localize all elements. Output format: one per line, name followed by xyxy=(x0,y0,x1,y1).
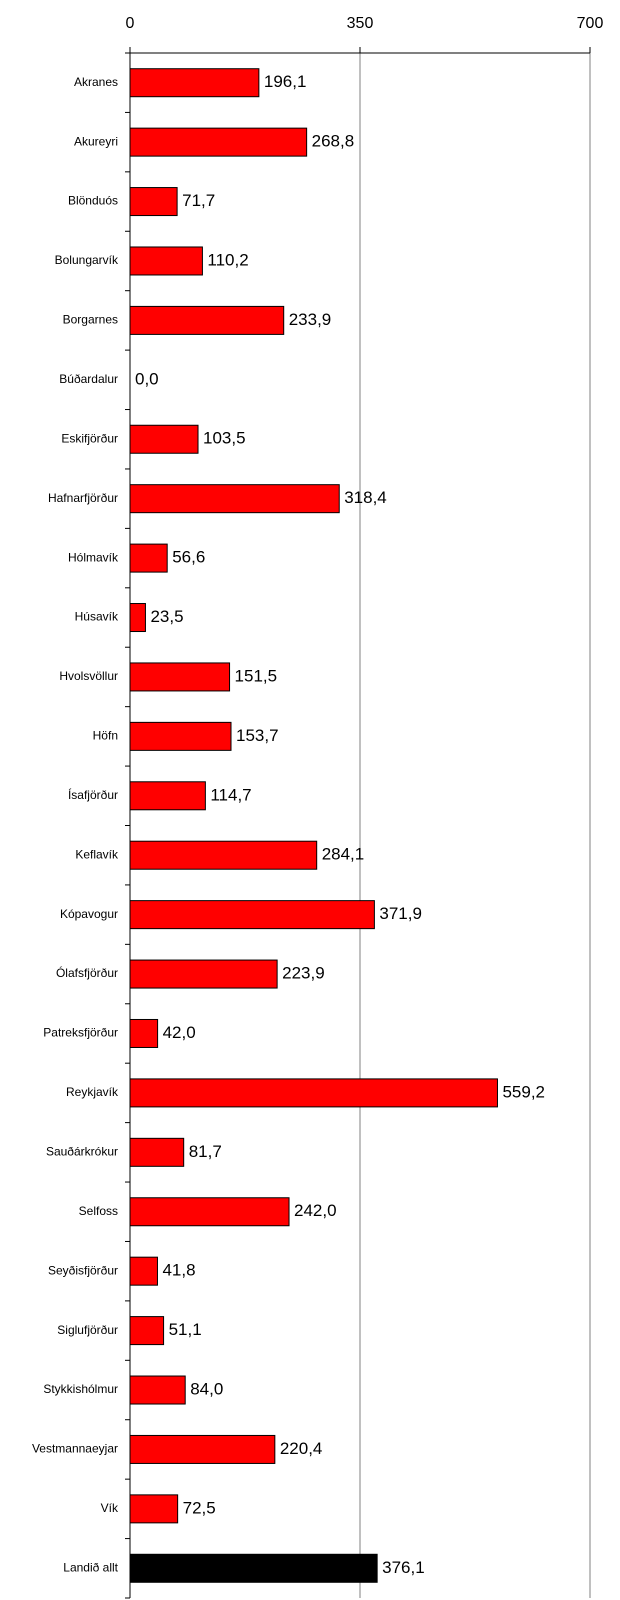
y-tick-label: Bolungarvík xyxy=(55,253,119,267)
y-tick-label: Vestmannaeyjar xyxy=(32,1442,118,1456)
value-label: 103,5 xyxy=(203,429,246,448)
y-tick-label: Hafnarfjörður xyxy=(48,491,118,505)
y-tick-label: Seyðisfjörður xyxy=(48,1263,118,1277)
y-tick-label: Hvolsvöllur xyxy=(59,669,118,683)
bar xyxy=(129,1494,179,1524)
y-tick-label: Reykjavík xyxy=(66,1085,119,1099)
bar xyxy=(129,840,318,870)
bar xyxy=(129,781,206,811)
bar xyxy=(129,305,285,335)
y-tick-label: Keflavík xyxy=(75,847,119,861)
y-tick-label: Akureyri xyxy=(74,134,118,148)
bar xyxy=(129,424,199,454)
value-label: 151,5 xyxy=(235,666,278,685)
value-label: 376,1 xyxy=(382,1558,425,1577)
value-label: 72,5 xyxy=(183,1498,216,1517)
bar xyxy=(129,543,168,573)
bar xyxy=(129,1375,186,1405)
y-tick-label: Kópavogur xyxy=(60,907,118,921)
y-tick-label: Borgarnes xyxy=(63,313,118,327)
y-tick-label: Ísafjörður xyxy=(68,787,118,802)
value-label: 41,8 xyxy=(162,1261,195,1280)
y-tick-label: Selfoss xyxy=(79,1204,118,1218)
y-tick-label: Hólmavík xyxy=(68,550,119,564)
y-tick-label: Stykkishólmur xyxy=(43,1382,118,1396)
y-tick-label: Landið allt xyxy=(63,1560,118,1574)
bar xyxy=(129,1316,165,1346)
value-label: 81,7 xyxy=(189,1142,222,1161)
y-tick-label: Vík xyxy=(101,1501,119,1515)
bar xyxy=(129,1197,290,1227)
value-label: 110,2 xyxy=(207,250,248,269)
x-tick-label: 700 xyxy=(577,15,604,32)
bar xyxy=(129,1553,378,1583)
y-tick-label: Ólafsfjörður xyxy=(56,965,118,980)
y-tick-label: Húsavík xyxy=(75,610,119,624)
value-label: 268,8 xyxy=(312,132,355,151)
bar xyxy=(129,1078,498,1108)
value-label: 114,7 xyxy=(210,785,251,804)
value-label: 84,0 xyxy=(190,1380,223,1399)
bar xyxy=(129,1018,159,1048)
y-tick-label: Patreksfjörður xyxy=(43,1026,118,1040)
value-label: 284,1 xyxy=(322,845,365,864)
bar xyxy=(129,246,203,276)
bar xyxy=(129,484,340,514)
bar xyxy=(129,1137,185,1167)
value-label: 196,1 xyxy=(264,72,307,91)
bar xyxy=(129,68,260,98)
bar xyxy=(129,721,232,751)
bar xyxy=(129,959,278,989)
value-label: 71,7 xyxy=(182,191,215,210)
y-tick-label: Höfn xyxy=(93,729,118,743)
bar xyxy=(129,187,178,217)
bar xyxy=(129,1434,276,1464)
value-label: 371,9 xyxy=(379,904,422,923)
y-tick-label: Blönduós xyxy=(68,194,118,208)
value-label: 56,6 xyxy=(172,548,205,567)
y-tick-label: Akranes xyxy=(74,75,118,89)
x-tick-label: 350 xyxy=(347,15,374,32)
y-tick-label: Eskifjörður xyxy=(61,431,118,445)
value-label: 223,9 xyxy=(282,964,325,983)
value-label: 233,9 xyxy=(289,310,332,329)
y-tick-label: Siglufjörður xyxy=(57,1323,118,1337)
y-tick-label: Sauðárkrókur xyxy=(46,1144,118,1158)
value-label: 220,4 xyxy=(280,1439,323,1458)
x-tick-label: 0 xyxy=(126,15,135,32)
value-label: 318,4 xyxy=(344,488,387,507)
y-tick-label: Búðardalur xyxy=(59,372,118,386)
value-label: 559,2 xyxy=(502,1082,545,1101)
value-label: 242,0 xyxy=(294,1201,337,1220)
value-label: 23,5 xyxy=(150,607,183,626)
bar xyxy=(129,603,146,633)
value-label: 51,1 xyxy=(169,1320,202,1339)
value-label: 0,0 xyxy=(135,369,159,388)
bar xyxy=(129,900,375,930)
value-label: 153,7 xyxy=(236,726,279,745)
bar xyxy=(129,1256,158,1286)
value-label: 42,0 xyxy=(163,1023,196,1042)
bar xyxy=(129,662,231,692)
bar xyxy=(129,127,308,157)
